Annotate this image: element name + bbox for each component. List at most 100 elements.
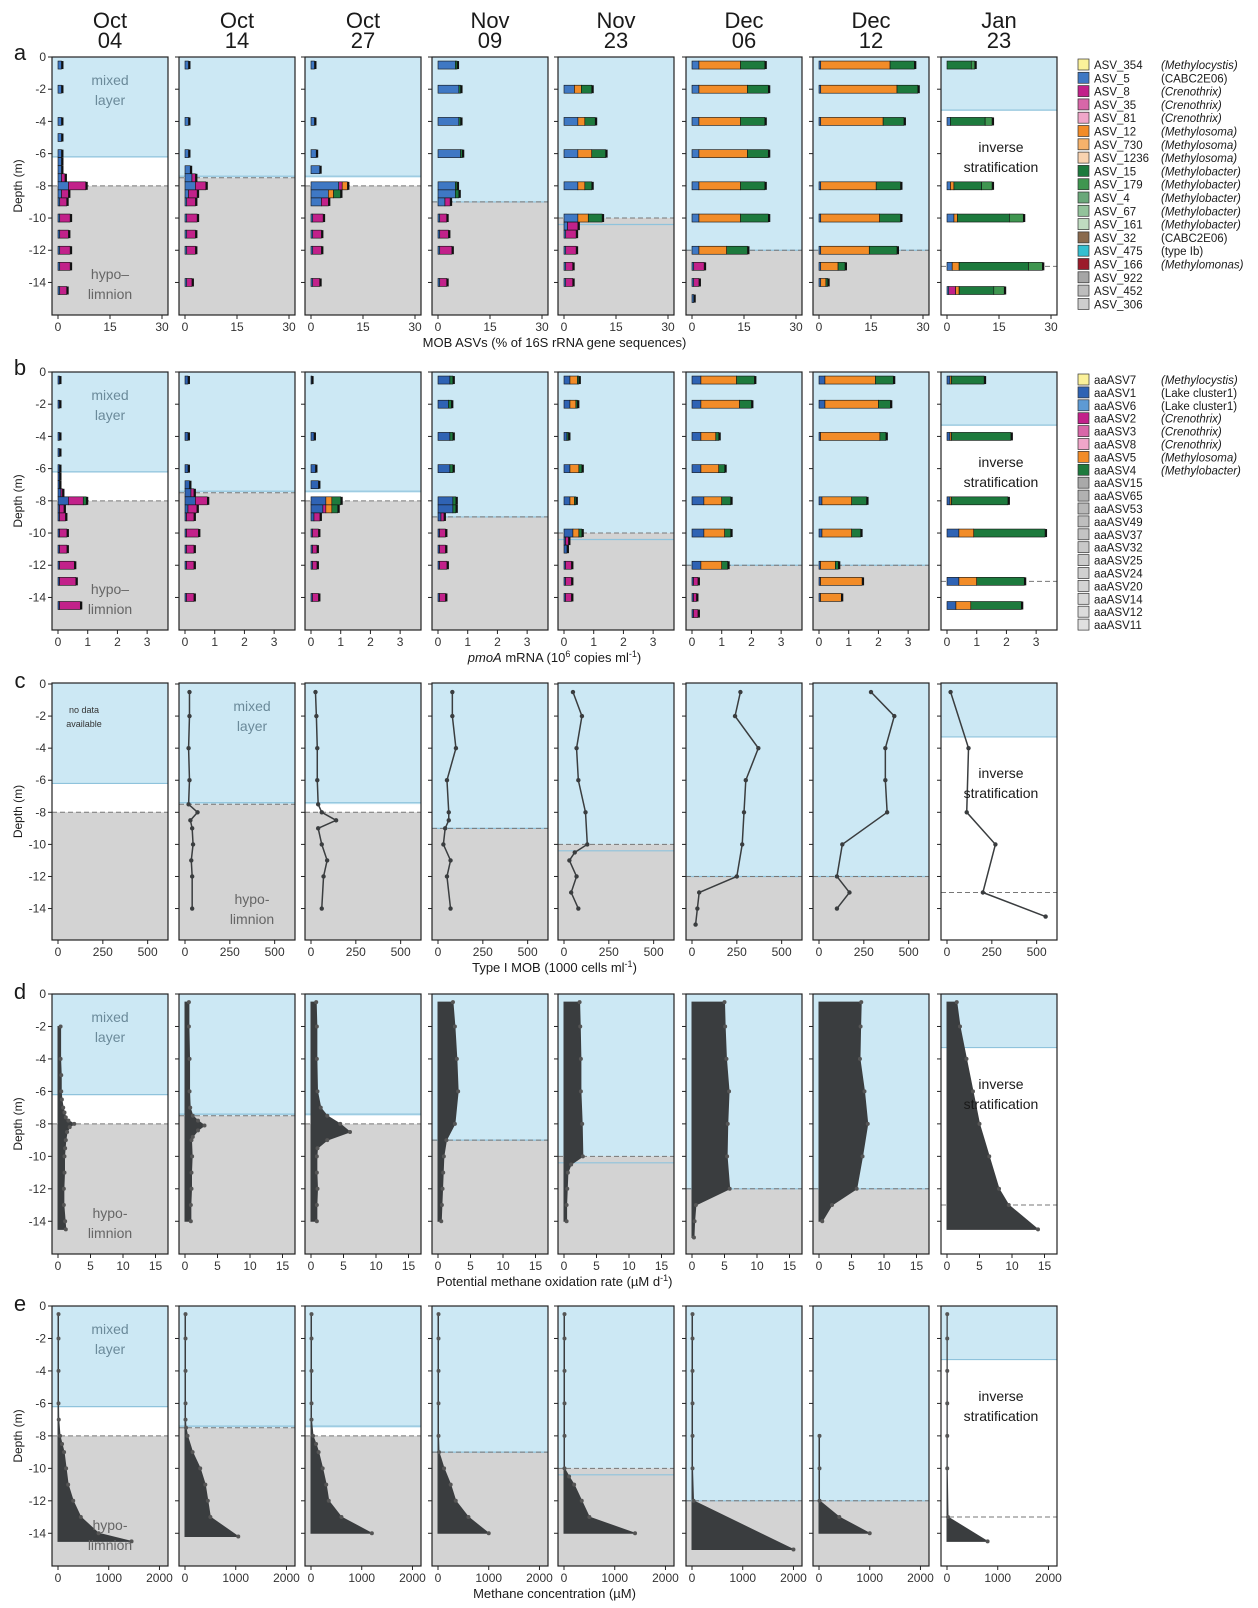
bar-segment (184, 60, 189, 70)
bar-segment (460, 149, 463, 158)
data-point (867, 1531, 872, 1536)
data-point (96, 1531, 101, 1536)
mixed-layer-zone (52, 1306, 168, 1407)
bar-end (764, 61, 767, 70)
legend-taxon: (Methylosoma) (1161, 153, 1237, 165)
data-point (236, 1534, 241, 1539)
data-point (314, 1000, 319, 1005)
hypolimnion-label: hypo- (92, 1205, 127, 1221)
bar-segment (310, 464, 316, 473)
bar-end (974, 61, 977, 70)
bar-segment (563, 221, 568, 231)
bar-segment (951, 432, 1012, 441)
mixed-layer-label: layer (95, 407, 126, 423)
data-point (71, 1498, 76, 1503)
data-point (756, 745, 761, 751)
bar-segment (821, 496, 852, 506)
data-point (817, 1498, 822, 1503)
bar-end (455, 504, 458, 513)
legend-swatch (1077, 554, 1090, 566)
data-point (858, 1024, 863, 1029)
x-tick-label: 10 (496, 1259, 510, 1273)
legend-swatch (1077, 438, 1090, 450)
bar-segment (184, 117, 189, 126)
x-tick-label: 0 (561, 635, 568, 649)
date-month-6: Dec (851, 8, 890, 33)
y-axis-label: Depth (m) (11, 785, 25, 838)
bar-segment (59, 229, 69, 239)
x-tick-label: 2000 (780, 1571, 807, 1585)
bar-end (318, 529, 321, 538)
date-day-5: 06 (732, 28, 756, 53)
bar-segment (691, 432, 702, 441)
bar-end (340, 496, 343, 505)
legend-name: ASV_354 (1094, 60, 1143, 72)
panel-letter-d: d (14, 979, 26, 1004)
mixed-layer-zone (305, 994, 421, 1116)
mixed-layer-zone (52, 683, 168, 784)
bar-segment (61, 189, 69, 199)
hypolimnion-zone (432, 516, 548, 630)
bar-segment (820, 84, 898, 94)
bar-segment (703, 528, 725, 538)
mixed-layer-zone (813, 1306, 929, 1501)
legend-taxon: (CABC2E06) (1161, 233, 1228, 245)
data-point (314, 1170, 319, 1175)
subplot-e-7: 0 1000 2000 inverse stratification (937, 1305, 1062, 1585)
x-axis-label-text: copies ml (570, 650, 629, 665)
bar-segment (57, 84, 62, 94)
subplot-d-3: 0 5 10 15 (428, 993, 549, 1273)
data-point (966, 745, 971, 751)
bar-end (188, 149, 191, 158)
bar-segment (437, 464, 451, 473)
hypolimnion-zone (179, 177, 295, 315)
profile-area (946, 1001, 1040, 1230)
bar-segment (437, 181, 456, 191)
legend-taxon: (Methylobacter) (1161, 220, 1241, 232)
bar-segment (312, 528, 319, 538)
data-point (690, 1368, 695, 1373)
x-tick-label: 15 (783, 1259, 797, 1273)
data-point (587, 1515, 592, 1520)
bar-end (730, 529, 733, 538)
bar-segment (439, 528, 446, 538)
data-point (565, 1170, 570, 1175)
bar-segment (691, 149, 700, 158)
date-month-0: Oct (93, 8, 127, 33)
bar-end (768, 85, 771, 94)
x-tick-label: 1 (84, 635, 91, 649)
mixed-layer-zone (52, 57, 168, 157)
profile-area (310, 1001, 351, 1222)
bar-segment (572, 528, 580, 538)
x-tick-label: 1 (337, 635, 344, 649)
bar-segment (740, 213, 769, 223)
y-tick-label: -4 (35, 429, 46, 443)
bar-segment (338, 181, 343, 191)
bar-segment (577, 149, 593, 158)
legend-name: aaASV20 (1094, 581, 1143, 593)
data-point (60, 1441, 65, 1446)
bar-segment (577, 375, 580, 385)
legend-name: aaASV7 (1094, 375, 1136, 387)
bar-segment (312, 278, 320, 287)
mixed-layer-label: mixed (91, 387, 128, 403)
legend-swatch (1077, 258, 1090, 270)
bar-segment (820, 278, 827, 287)
data-point (309, 1312, 314, 1317)
data-point (189, 826, 195, 831)
bar-segment (565, 229, 577, 239)
hypolimnion-label: hypo- (234, 891, 269, 907)
data-point (129, 1539, 134, 1544)
x-tick-label: 500 (391, 945, 411, 959)
data-point (202, 1123, 207, 1128)
x-tick-label: 1000 (729, 1571, 756, 1585)
bar-segment (563, 432, 568, 441)
bar-segment (1009, 213, 1024, 223)
x-tick-label: 0 (308, 635, 315, 649)
data-point (205, 1498, 210, 1503)
bar-segment (698, 149, 748, 158)
bar-end (591, 181, 594, 190)
data-point (958, 1024, 962, 1029)
bar-end (321, 246, 324, 255)
bar-segment (569, 464, 580, 473)
